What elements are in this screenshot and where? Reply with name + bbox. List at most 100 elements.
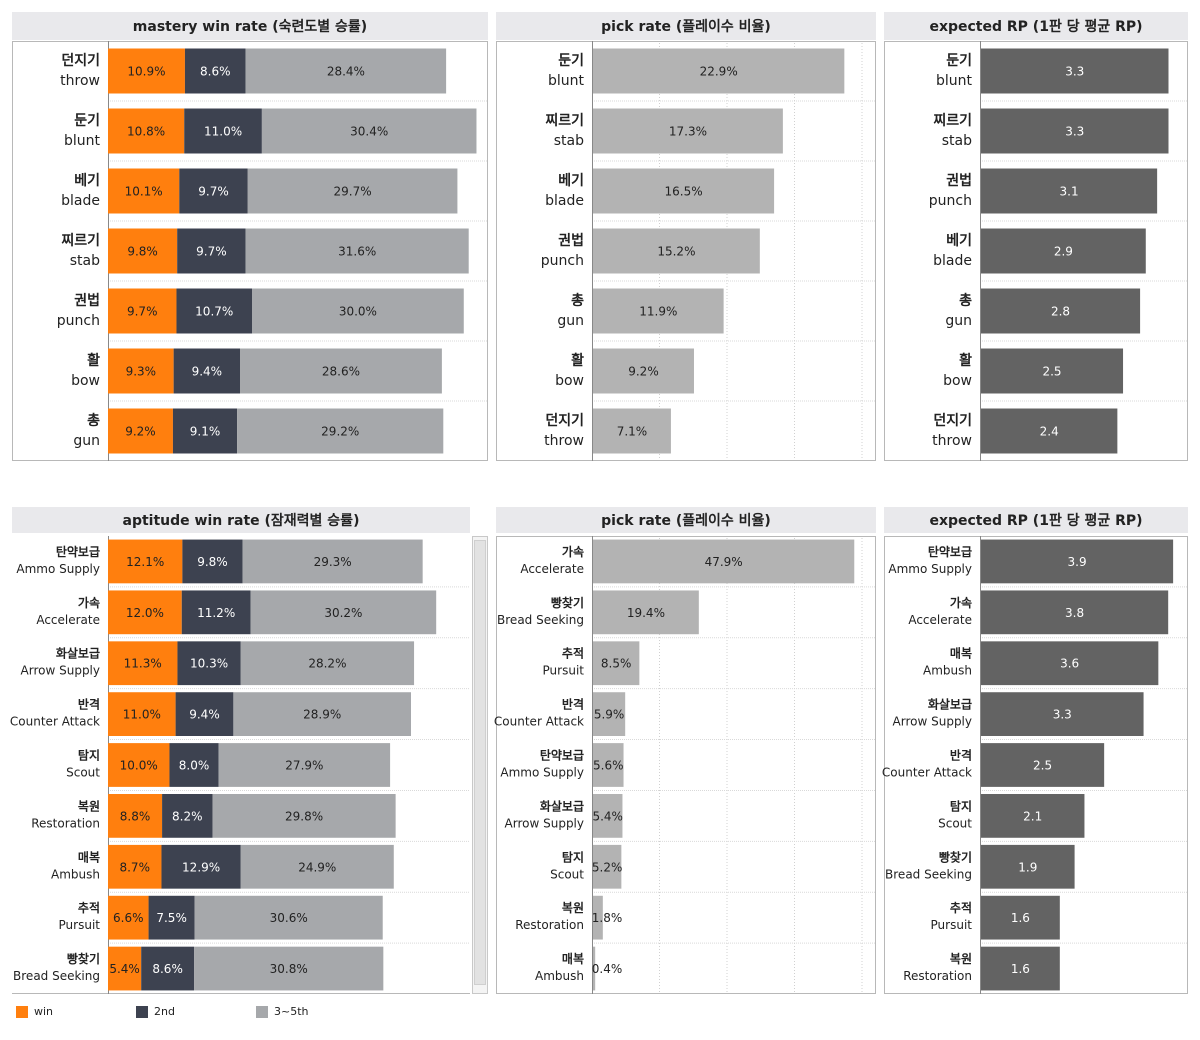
bar-segment-win [108, 168, 180, 214]
data-label: 9.1% [190, 425, 221, 439]
category-label-en: Restoration [515, 918, 584, 932]
data-label: 5.6% [593, 759, 624, 773]
data-label: 1.6 [1011, 911, 1030, 925]
panel-mastery-rp: expected RP (1판 당 평균 RP) 둔기 blunt 3.3 찌르기 sta… [884, 12, 1188, 461]
bar [593, 408, 671, 454]
category-label-ko: 탄약보급 [540, 748, 584, 763]
bar [593, 590, 699, 635]
category-label-ko: 둔기 [946, 53, 972, 69]
bar [593, 539, 855, 584]
category-label-ko: 권법 [74, 293, 100, 309]
bar-segment-2nd [162, 794, 213, 838]
bar [593, 844, 622, 889]
panel-frame [884, 41, 1188, 461]
data-label: 1.9 [1018, 860, 1037, 874]
panel-header [884, 12, 1188, 40]
data-label: 27.9% [285, 759, 323, 773]
category-label-en: Pursuit [931, 918, 973, 932]
bar-segment-3-5th [245, 228, 469, 274]
category-label-en: blade [61, 193, 100, 209]
bar-segment-2nd [179, 168, 248, 214]
panel-frame [12, 41, 488, 461]
category-label-ko: 매복 [950, 646, 972, 661]
category-label-ko: 추적 [562, 646, 584, 661]
legend-swatch-third_fifth [256, 1006, 268, 1018]
bar [981, 228, 1146, 274]
panel-header [496, 507, 876, 533]
category-label-en: gun [73, 433, 100, 449]
data-label: 10.7% [195, 305, 233, 319]
category-label-ko: 찌르기 [545, 113, 584, 129]
category-label-en: Scout [938, 816, 972, 830]
category-label-en: punch [541, 253, 584, 269]
panel-header [12, 507, 470, 533]
data-label: 9.3% [126, 365, 157, 379]
data-label: 5.4% [592, 809, 623, 823]
data-label: 11.0% [123, 708, 161, 722]
data-label: 31.6% [338, 245, 376, 259]
category-label-en: gun [945, 313, 972, 329]
bar [981, 348, 1124, 394]
bar [593, 641, 640, 686]
bar [981, 108, 1169, 154]
legend-label: win [34, 1005, 53, 1018]
data-label: 9.7% [127, 305, 158, 319]
bar-segment-2nd [161, 844, 241, 889]
category-label-ko: 활 [571, 352, 584, 369]
bar-segment-win [108, 48, 185, 94]
data-label: 22.9% [700, 65, 738, 79]
data-label: 8.2% [172, 809, 203, 823]
data-label: 2.4 [1040, 425, 1059, 439]
category-label-ko: 복원 [78, 799, 100, 813]
data-label: 47.9% [705, 555, 743, 569]
legend-label: 3~5th [274, 1005, 309, 1018]
category-label-en: bow [943, 373, 972, 389]
panel-frame [496, 41, 876, 461]
data-label: 9.4% [189, 708, 220, 722]
panel-title: expected RP (1판 당 평균 RP) [929, 512, 1142, 529]
category-label-ko: 가속 [950, 595, 972, 610]
panel-header [884, 507, 1188, 533]
data-label: 8.0% [179, 759, 210, 773]
category-label-en: Ammo Supply [16, 562, 100, 576]
data-label: 11.2% [197, 606, 235, 620]
category-label-en: blunt [936, 73, 973, 89]
bar-segment-3-5th [240, 844, 394, 889]
category-label-ko: 탄약보급 [56, 544, 100, 559]
panel-aptitude-rp: expected RP (1판 당 평균 RP) 탄약보급 Ammo Supply 3… [882, 507, 1188, 994]
legend-label: 2nd [154, 1005, 175, 1018]
category-label-en: Bread Seeking [13, 969, 100, 983]
data-label: 10.0% [120, 759, 158, 773]
data-label: 3.8 [1065, 606, 1084, 620]
bar-segment-2nd [177, 641, 241, 686]
bar [593, 108, 783, 154]
data-label: 12.9% [182, 860, 220, 874]
category-label-ko: 둔기 [74, 113, 100, 129]
panel-header [496, 12, 876, 40]
bar-segment-3-5th [233, 692, 411, 736]
bar [593, 168, 775, 214]
bar-segment-3-5th [240, 348, 442, 394]
data-label: 5.2% [592, 860, 623, 874]
category-label-ko: 권법 [946, 173, 972, 189]
category-label-ko: 매복 [562, 951, 584, 966]
data-label: 9.2% [628, 365, 659, 379]
bar [593, 895, 603, 940]
data-label: 28.4% [327, 65, 365, 79]
data-label: 9.2% [125, 425, 156, 439]
data-label: 24.9% [298, 860, 336, 874]
data-label: 28.2% [308, 657, 346, 671]
bar-segment-3-5th [240, 641, 415, 686]
category-label-en: Scout [66, 766, 100, 780]
bar-segment-2nd [141, 946, 195, 991]
category-label-ko: 반격 [950, 748, 972, 763]
legend-swatch-win [16, 1006, 28, 1018]
data-label: 3.3 [1053, 708, 1072, 722]
category-label-ko: 추적 [78, 900, 100, 915]
bar [981, 168, 1158, 214]
bar [981, 288, 1141, 334]
bar-segment-3-5th [250, 590, 437, 635]
category-label-ko: 반격 [562, 697, 584, 712]
data-label: 3.9 [1068, 555, 1087, 569]
category-label-ko: 빵찾기 [551, 595, 584, 610]
